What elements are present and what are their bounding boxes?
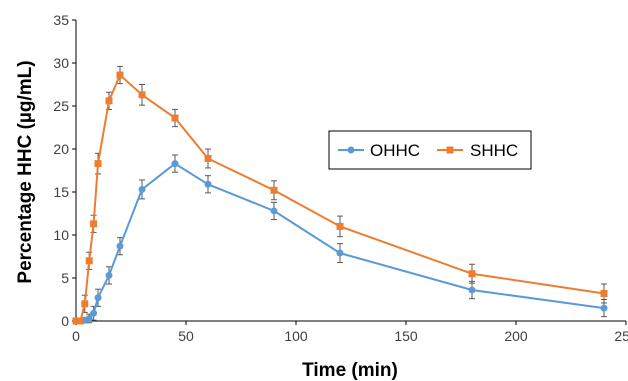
data-point-shhc <box>116 71 124 79</box>
x-tick-label: 0 <box>72 328 80 344</box>
series-line-ohhc <box>76 162 605 322</box>
data-point-shhc <box>468 270 476 278</box>
data-point-ohhc <box>94 294 102 302</box>
y-axis-title: Percentage HHC (µg/mL) <box>15 60 36 283</box>
data-point-shhc <box>85 257 93 265</box>
legend-label-ohhc: OHHC <box>370 141 420 160</box>
axes: 0 5 10 15 20 25 30 35 0 50 100 150 200 250 <box>53 12 628 344</box>
legend-label-shhc: SHHC <box>470 141 518 160</box>
legend-marker-shhc <box>446 146 454 154</box>
x-tick-label: 50 <box>178 328 194 344</box>
data-point-shhc <box>94 160 102 168</box>
series-shhc <box>72 65 608 325</box>
data-point-shhc <box>171 114 179 122</box>
data-point-shhc <box>138 91 146 99</box>
series-line-shhc <box>76 74 605 322</box>
data-point-ohhc <box>85 314 93 322</box>
y-tick-label: 35 <box>53 12 69 28</box>
y-tick-label: 20 <box>53 141 69 157</box>
y-tick-label: 0 <box>61 313 69 329</box>
data-point-ohhc <box>270 207 278 215</box>
series-ohhc <box>72 154 608 325</box>
data-point-shhc <box>105 97 113 105</box>
y-tick-label: 30 <box>53 55 69 71</box>
data-point-shhc <box>81 300 89 308</box>
data-point-shhc <box>336 222 344 230</box>
series-layer <box>72 65 608 325</box>
y-tick-label: 25 <box>53 98 69 114</box>
x-tick-label: 200 <box>504 328 528 344</box>
data-point-ohhc <box>204 180 212 188</box>
data-point-shhc <box>76 317 84 325</box>
data-point-ohhc <box>105 271 113 279</box>
data-point-ohhc <box>171 160 179 168</box>
data-point-shhc <box>204 154 212 162</box>
data-point-shhc <box>600 289 608 297</box>
data-point-ohhc <box>336 249 344 257</box>
data-point-ohhc <box>138 185 146 193</box>
y-tick-label: 15 <box>53 184 69 200</box>
data-point-ohhc <box>116 242 124 250</box>
data-point-ohhc <box>600 304 608 312</box>
y-tick-label: 5 <box>61 270 69 286</box>
x-tick-label: 250 <box>614 328 628 344</box>
x-tick-label: 150 <box>394 328 418 344</box>
x-axis-title: Time (min) <box>302 360 398 381</box>
data-point-shhc <box>270 186 278 194</box>
data-point-shhc <box>72 317 80 325</box>
y-tick-label: 10 <box>53 227 69 243</box>
data-point-shhc <box>90 220 98 228</box>
data-point-ohhc <box>468 286 476 294</box>
legend: OHHC SHHC <box>328 130 532 170</box>
data-point-ohhc <box>90 309 98 317</box>
x-tick-label: 100 <box>284 328 308 344</box>
legend-marker-ohhc <box>347 146 355 154</box>
